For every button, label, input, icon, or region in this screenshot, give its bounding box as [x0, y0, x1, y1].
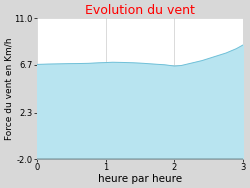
Title: Evolution du vent: Evolution du vent	[85, 4, 195, 17]
Y-axis label: Force du vent en Km/h: Force du vent en Km/h	[4, 38, 13, 140]
X-axis label: heure par heure: heure par heure	[98, 174, 182, 184]
